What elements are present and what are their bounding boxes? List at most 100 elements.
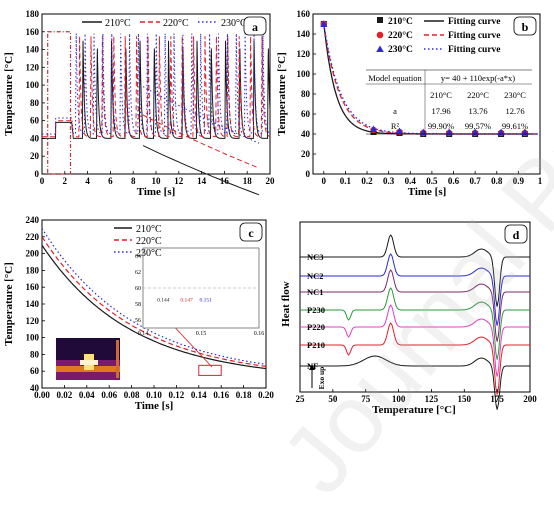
- panel-c-y-tick-label-6: 160: [26, 282, 40, 292]
- legend-b-230-marker: [376, 45, 384, 52]
- panel-b-point-2-0: [320, 20, 328, 27]
- panel-b-point-2-4: [445, 128, 453, 135]
- panel-a-y-ticks: 0 20 40 60 80 100 120 140 160 180: [26, 9, 45, 179]
- legend-b-220-marker: [376, 31, 384, 39]
- inset-x-tick-label-1: 0.15: [196, 331, 207, 337]
- inset-x-tick-label-0: 0.14: [138, 331, 149, 337]
- panel-b-table: Model equation y= 40 + 110exp(-a*x) 210°…: [366, 69, 532, 135]
- panel-d-x-tick-label-1: 50: [328, 394, 338, 404]
- inset-label-1: 0.147: [180, 298, 193, 304]
- panel-d-ylabel: Heat flow: [280, 281, 292, 327]
- panel-a-tag: a: [252, 20, 258, 34]
- panel-b-point-2-6: [497, 128, 505, 135]
- panel-d-x-tick-label-7: 200: [523, 394, 537, 404]
- panel-b-xlabel: Time [s]: [408, 186, 447, 198]
- panel-d-tag-box: [504, 224, 528, 244]
- panel-a-legend: 210°C 220°C 230°C: [82, 18, 247, 29]
- panel-b-x-tick-label-0: 0: [322, 176, 327, 186]
- panel-c-y-tick-label-0: 40: [30, 383, 40, 393]
- table-col-230: 230°C: [504, 90, 526, 100]
- panel-d-label-nc1: NC1: [307, 287, 324, 297]
- panel-b-tag: b: [522, 20, 529, 34]
- panel-b-y-tick-label-2: 40: [301, 129, 311, 139]
- panel-a-x-tick-label-1: 2: [63, 176, 68, 186]
- panel-a-x-ticks: 0 2 4 6 8 10 12 14 16 18 20: [40, 171, 275, 186]
- thermal-image: [56, 338, 120, 380]
- panel-b-x-tick-label-2: 0.2: [361, 176, 373, 186]
- panel-b-x-tick-label-3: 0.3: [383, 176, 395, 186]
- panel-c-y-tick-label-2: 80: [30, 349, 40, 359]
- panel-c-y-tick-label-10: 240: [26, 215, 40, 225]
- panel-b-y-tick-label-7: 140: [297, 29, 311, 39]
- panel-d-label-p210: P210: [307, 340, 325, 350]
- panel-c-curves: [41, 228, 267, 370]
- panel-c-x-tick-label-10: 0.20: [258, 390, 274, 400]
- inset-y-tick-label-2: 60: [135, 286, 141, 292]
- panel-b-point-2-7: [521, 128, 529, 135]
- panel-c-x-tick-label-9: 0.18: [236, 390, 252, 400]
- panel-a-highlight-box: [47, 31, 72, 175]
- inset-x-tick-label-2: 0.16: [254, 331, 265, 337]
- panel-a-y-tick-label-5: 100: [26, 80, 40, 90]
- legend-b-210-label: 210°C: [388, 16, 413, 27]
- panel-d-frame: [299, 221, 531, 393]
- panel-b-x-tick-label-6: 0.6: [448, 176, 460, 186]
- panel-a-y-tick-label-6: 120: [26, 62, 40, 72]
- panel-c-series-0: [41, 244, 267, 370]
- panel-d-curve-nc2: [300, 253, 530, 326]
- panel-b-x-tick-label-9: 0.9: [513, 176, 525, 186]
- panel-b-y-tick-label-5: 100: [297, 69, 311, 79]
- legend-a-230-label: 230°C: [221, 18, 247, 29]
- panel-a-x-tick-label-2: 4: [85, 176, 90, 186]
- table-row-r2-220: 99.57%: [465, 121, 491, 131]
- panel-c-y-tick-label-3: 100: [26, 333, 40, 343]
- thermal-core: [80, 360, 98, 365]
- panel-c-inset: 0.14 0.15 0.16 56 58 60 62 64 0.144 0.147 0.151: [135, 86, 265, 337]
- panel-b-legend: 210°C Fitting curve 220°C Fitting curve …: [376, 16, 501, 55]
- panel-d-curve-nc3: [300, 234, 530, 307]
- figure: 0 2 4 6 8 10 12 14 16 18 20 0204060801001201401601…: [3, 9, 543, 416]
- thermal-scale: [116, 340, 119, 378]
- panel-b-point-2-2: [395, 127, 403, 134]
- panel-a-y-tick-label-0: 0: [35, 169, 40, 179]
- panel-d-curve-p220: [300, 304, 530, 377]
- panel-a-series-2: [42, 33, 271, 135]
- legend-b-230-label: 230°C: [388, 44, 413, 55]
- legend-b-fit-2-label: Fitting curve: [448, 31, 501, 41]
- panel-c-xlabel: Time [s]: [135, 400, 174, 412]
- panel-b-x-tick-label-7: 0.7: [470, 176, 482, 186]
- panel-a-xlabel: Time [s]: [137, 186, 176, 198]
- panel-d-curve-p210: [300, 322, 530, 395]
- panel-b-y-ticks: 0 20 40 60 80 100 120 140 160: [297, 9, 316, 179]
- panel-a: 0 2 4 6 8 10 12 14 16 18 20 0204060801001201401601…: [3, 9, 275, 198]
- panel-d-curve-nc1: [300, 269, 530, 342]
- inset-label-0: 0.144: [157, 298, 170, 304]
- panel-b-y-tick-label-0: 0: [306, 169, 311, 179]
- panel-a-x-tick-label-4: 8: [131, 176, 136, 186]
- exo-up-arrowhead: [309, 364, 315, 370]
- panel-c-x-tick-label-5: 0.10: [146, 390, 162, 400]
- legend-c-230-label: 230°C: [136, 248, 162, 259]
- panel-c-x-tick-label-3: 0.06: [101, 390, 117, 400]
- panel-c-y-tick-label-1: 60: [30, 366, 40, 376]
- table-col-220: 220°C: [467, 90, 489, 100]
- inset-y-tick-label-1: 58: [135, 302, 141, 308]
- panel-a-ylabel: Temperature [°C]: [3, 52, 15, 136]
- panel-d-label-p230: P230: [307, 305, 325, 315]
- panel-c-y-tick-label-9: 220: [26, 232, 40, 242]
- panel-c-x-tick-label-1: 0.02: [57, 390, 73, 400]
- panel-a-y-tick-label-3: 60: [30, 116, 40, 126]
- panel-a-x-tick-label-9: 18: [243, 176, 253, 186]
- table-row-a-label: a: [393, 106, 397, 116]
- panel-c-x-tick-label-7: 0.14: [191, 390, 207, 400]
- panel-a-curves: [42, 33, 271, 139]
- table-row-r2-230: 99.61%: [502, 121, 528, 131]
- panel-d-x-ticks: 25 50 75 100 125 150 175 200: [296, 389, 537, 404]
- panel-d-x-tick-label-0: 25: [296, 394, 306, 404]
- panel-b-point-2-1: [370, 125, 378, 132]
- panel-d-x-tick-label-2: 75: [361, 394, 371, 404]
- inset-series-2: [142, 86, 260, 144]
- panel-c-x-tick-label-6: 0.12: [169, 390, 185, 400]
- panel-b-x-tick-label-10: 1: [538, 176, 543, 186]
- table-row-r2-label: R²: [391, 121, 400, 131]
